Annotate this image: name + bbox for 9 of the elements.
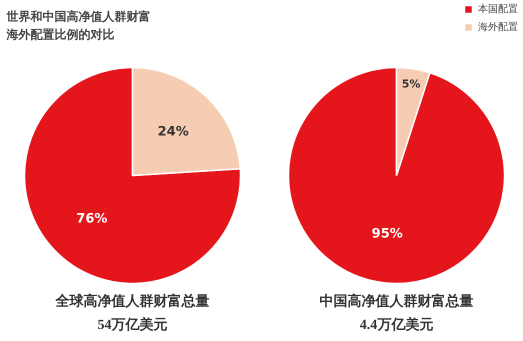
text: 全球高净值人群财富总量 54万亿美元 [54,292,210,334]
data-label: 24% [158,124,189,140]
data-label: 95% [372,226,403,242]
text: 世界和中国高净值人群财富海外配置比例的对比 [6,10,150,42]
data-label: 5% [402,77,420,90]
data-label: 76% [76,211,108,226]
legend-label: 海外配置 [478,20,518,34]
legend-label: 本国配置 [478,2,518,16]
text: 中国高净值人群财富总量 4.4万亿美元 [320,292,474,334]
